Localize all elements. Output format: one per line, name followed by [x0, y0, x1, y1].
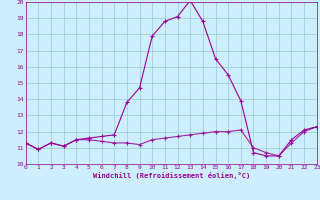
X-axis label: Windchill (Refroidissement éolien,°C): Windchill (Refroidissement éolien,°C): [92, 172, 250, 179]
